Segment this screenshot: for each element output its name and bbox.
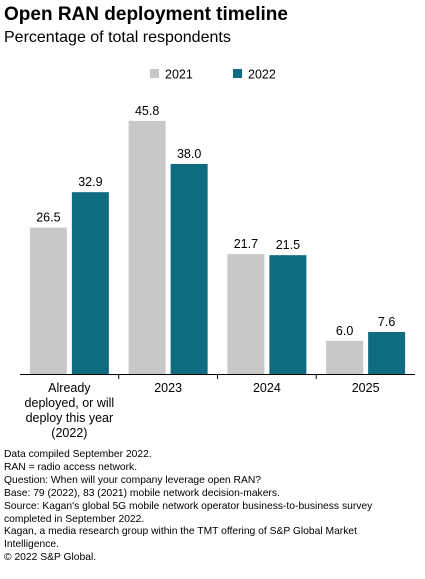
data-label-2021-1: 45.8	[135, 104, 159, 118]
bar-2022-1	[170, 163, 208, 374]
data-label-2022-1: 38.0	[177, 147, 201, 161]
data-label-2022-0: 32.9	[78, 175, 102, 189]
bar-2021-2	[227, 254, 265, 374]
footnotes: Data compiled September 2022. RAN = radi…	[4, 449, 422, 565]
legend-label-2021: 2021	[165, 68, 193, 82]
data-label-2021-3: 6.0	[336, 324, 353, 338]
chart-title: Open RAN deployment timeline	[4, 4, 288, 25]
data-label-2022-3: 7.6	[378, 315, 395, 329]
category-label-2: 2024	[253, 381, 281, 395]
category-label-1: 2023	[154, 381, 182, 395]
category-label-3: 2025	[352, 381, 380, 395]
footnote-kagan: Kagan, a media research group within the…	[4, 526, 357, 551]
legend-swatch-2022	[233, 69, 242, 78]
bar-2021-0	[29, 227, 67, 374]
data-label-2022-2: 21.5	[276, 238, 300, 252]
footnote-data-compiled: Data compiled September 2022.	[4, 449, 152, 460]
footnote-ran-definition: RAN = radio access network.	[4, 461, 138, 473]
bar-2021-1	[128, 120, 166, 374]
bar-chart: 2021 2022 26.5 32.9 Already deployed, or will…	[20, 68, 415, 440]
bar-2021-3	[326, 340, 364, 374]
data-label-2021-2: 21.7	[234, 237, 258, 251]
chart-subtitle: Percentage of total respondents	[4, 29, 231, 46]
footnote-copyright: © 2022 S&P Global.	[4, 552, 97, 564]
legend-swatch-2021	[150, 69, 159, 78]
legend-label-2022: 2022	[248, 68, 276, 82]
data-label-2021-0: 26.5	[36, 211, 60, 225]
footnote-question: Question: When will your company leverag…	[4, 474, 261, 486]
footnote-base: Base: 79 (2022), 83 (2021) mobile networ…	[4, 487, 280, 499]
category-label-0: Already deployed, or will deploy this year…	[25, 381, 115, 440]
footnote-source: Source: Kagan's global 5G mobile network…	[4, 500, 373, 525]
bar-2022-2	[269, 255, 307, 374]
bar-2022-0	[71, 192, 109, 374]
bar-2022-3	[368, 331, 406, 374]
